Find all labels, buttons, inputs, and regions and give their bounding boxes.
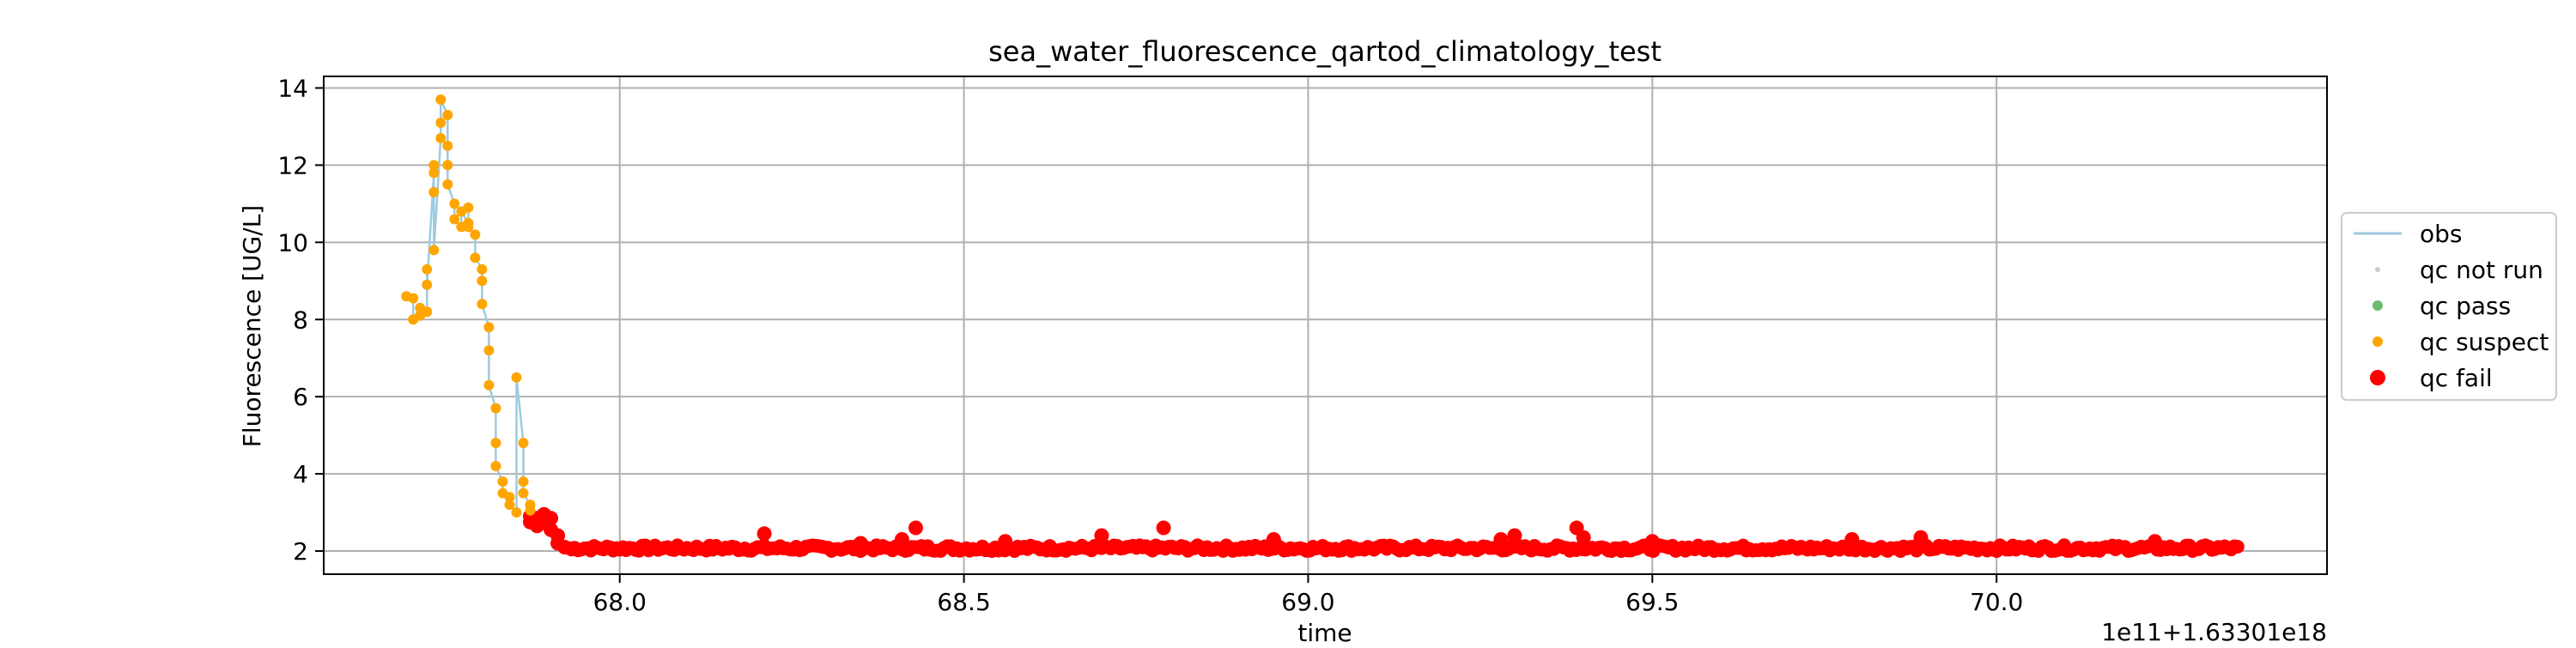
qc-fail-point: [2230, 539, 2245, 554]
qc-suspect-point: [408, 293, 419, 304]
qc-fail-point: [853, 536, 868, 551]
qc-suspect-point: [490, 403, 501, 414]
qc-suspect-point: [518, 488, 529, 499]
plot-frame: [323, 76, 2328, 575]
qc-suspect-point: [442, 179, 453, 190]
legend-dot-marker: [2375, 267, 2380, 272]
qc-suspect-point: [449, 214, 460, 225]
legend-label: qc not run: [2420, 256, 2543, 284]
qc-suspect-point: [477, 276, 488, 287]
y-tick-label: 4: [293, 460, 308, 488]
qc-suspect-point: [428, 160, 440, 171]
qc-fail-point: [756, 526, 772, 542]
qc-suspect-point: [422, 263, 433, 275]
legend-label: qc suspect: [2420, 328, 2549, 356]
y-tick-label: 2: [293, 537, 308, 566]
qc-suspect-point: [449, 198, 460, 209]
qc-fail-point: [544, 511, 559, 526]
qc-fail-point: [894, 532, 909, 548]
qc-suspect-point: [435, 132, 447, 143]
qc-suspect-point: [428, 245, 440, 256]
legend-label: obs: [2420, 220, 2463, 248]
y-axis-label: Fluorescence [UG/L]: [238, 205, 266, 447]
qc-fail-point: [2148, 534, 2163, 549]
qc-suspect-point: [463, 221, 474, 233]
qc-fail-point: [1913, 530, 1929, 545]
legend-dot-marker: [2372, 300, 2383, 311]
qc-suspect-point: [477, 299, 488, 310]
qc-suspect-point: [483, 345, 495, 356]
qc-suspect-point: [504, 492, 515, 503]
qc-suspect-point: [470, 252, 481, 263]
chart-title: sea_water_fluorescence_qartod_climatolog…: [988, 35, 1662, 68]
qc-suspect-point: [428, 186, 440, 197]
legend-dot-marker: [2370, 370, 2385, 385]
x-tick-label: 68.5: [937, 588, 990, 616]
qc-suspect-point: [511, 372, 522, 383]
qc-fail-point: [1094, 528, 1109, 543]
x-tick-label: 69.0: [1281, 588, 1334, 616]
y-tick-label: 14: [277, 74, 308, 102]
y-tick-label: 6: [293, 383, 308, 411]
qc-suspect-point: [435, 94, 447, 105]
legend-label: qc pass: [2420, 292, 2511, 320]
qc-suspect-point: [483, 322, 495, 333]
qc-fail-point: [564, 542, 580, 557]
qc-suspect-point: [504, 500, 515, 511]
qc-suspect-point: [442, 140, 453, 151]
legend-label: qc fail: [2420, 364, 2493, 392]
qc-fail-point: [1844, 532, 1860, 548]
qc-suspect-point: [497, 476, 508, 488]
qc-fail-point: [1266, 532, 1281, 548]
x-offset-text: 1e11+1.63301e18: [2101, 618, 2327, 644]
qc-suspect-point: [490, 461, 501, 472]
qc-suspect-point: [435, 117, 447, 128]
qc-suspect-point: [477, 263, 488, 275]
qc-suspect-point: [442, 109, 453, 120]
qc-fail-point: [1493, 532, 1509, 548]
qc-fail-point: [908, 520, 923, 536]
legend: obs qc not run qc pass qc suspect qc fail: [2341, 212, 2557, 401]
qc-fail-point: [1156, 520, 1171, 536]
qc-suspect-point: [442, 160, 453, 171]
y-tick-label: 8: [293, 306, 308, 334]
qc-suspect-point: [422, 279, 433, 290]
qc-suspect-point: [428, 167, 440, 179]
qc-fail-point: [998, 534, 1013, 549]
x-tick-label: 70.0: [1970, 588, 2023, 616]
qc-fail-point: [1576, 530, 1591, 545]
qc-suspect-point: [470, 229, 481, 240]
legend-items: obs qc not run qc pass qc suspect qc fail: [2354, 220, 2549, 392]
qc-fail-point: [1507, 528, 1522, 543]
qc-suspect-point: [490, 438, 501, 449]
qc-fail-point: [1644, 534, 1660, 549]
qc-suspect-point: [518, 438, 529, 449]
legend-dot-marker: [2372, 336, 2383, 347]
x-tick-label: 68.0: [593, 588, 647, 616]
grid-layer: [324, 76, 2327, 574]
y-tick-label: 10: [277, 228, 308, 257]
qc-suspect-point: [518, 476, 529, 488]
qc-suspect-point: [483, 379, 495, 391]
qc-suspect-point: [463, 202, 474, 213]
qc-suspect-point: [422, 306, 433, 318]
points-layer: [401, 94, 2245, 559]
qc-suspect-point: [511, 507, 522, 518]
x-tick-label: 69.5: [1625, 588, 1679, 616]
tick-layer: 68.0 68.5 69.0 69.5 70.0 2 4 6 8 10 12 14: [277, 74, 2023, 616]
x-axis-label: time: [1297, 619, 1352, 644]
qc-suspect-point: [525, 505, 536, 516]
y-tick-label: 12: [277, 151, 308, 179]
legend-box: [2341, 212, 2557, 401]
